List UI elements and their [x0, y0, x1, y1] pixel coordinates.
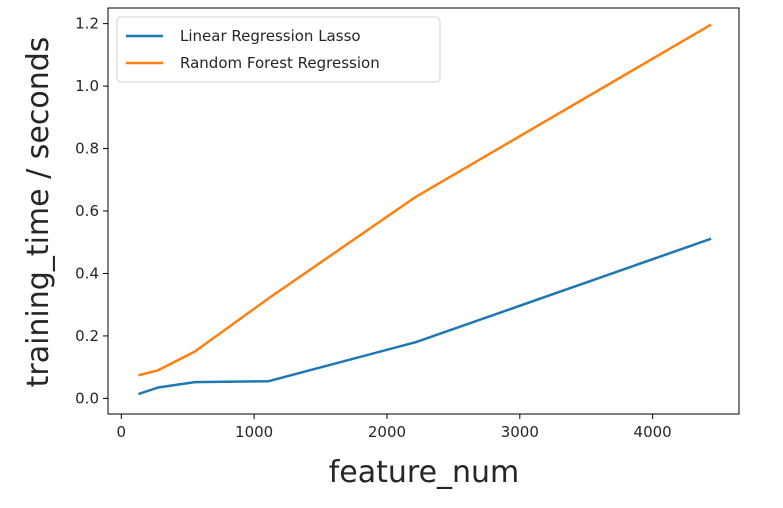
legend: Linear Regression Lasso Random Forest Re… [116, 16, 441, 83]
y-tick-label: 1.0 [75, 77, 99, 95]
y-tick-label: 0.0 [75, 389, 99, 407]
x-axis: 0 1000 2000 3000 4000 [117, 414, 672, 441]
x-tick-label: 0 [117, 423, 127, 441]
y-tick-label: 1.2 [75, 15, 99, 33]
y-tick-label: 0.2 [75, 327, 99, 345]
legend-label-random-forest-regression: Random Forest Regression [180, 54, 380, 72]
series-layer [138, 23, 712, 396]
x-axis-label: feature_num [329, 455, 520, 490]
series-line-linear-regression-lasso [138, 237, 712, 396]
legend-box [116, 16, 441, 83]
legend-label-linear-regression-lasso: Linear Regression Lasso [180, 27, 361, 45]
y-axis-label: training_time / seconds [21, 37, 56, 388]
y-axis: 0.0 0.2 0.4 0.6 0.8 1.0 1.2 [75, 15, 108, 407]
y-tick-label: 0.6 [75, 202, 99, 220]
x-tick-label: 3000 [501, 423, 539, 441]
series-line-random-forest-regression [138, 23, 712, 377]
y-tick-label: 0.4 [75, 264, 99, 282]
x-tick-label: 4000 [634, 423, 672, 441]
x-tick-label: 2000 [368, 423, 406, 441]
y-tick-label: 0.8 [75, 140, 99, 158]
x-tick-label: 1000 [235, 423, 273, 441]
